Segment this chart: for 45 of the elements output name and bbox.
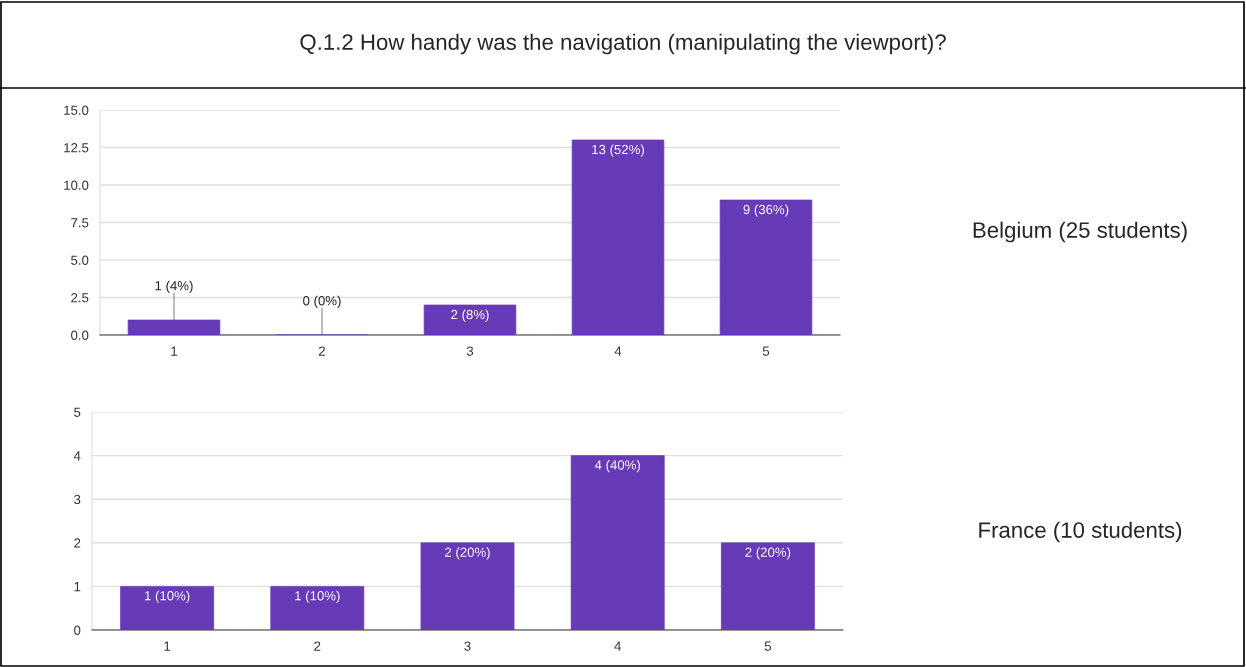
bar — [423, 304, 517, 335]
chart-title: Q.1.2 How handy was the navigation (manipulating the viewport)? — [300, 33, 946, 55]
bar — [127, 319, 221, 335]
x-tick-label: 3 — [466, 346, 474, 356]
y-tick-label: 7.5 — [71, 218, 89, 228]
text: 13 (52%) — [592, 144, 644, 157]
y-tick-label: 2 — [74, 538, 81, 548]
x-tick-label: 1 — [171, 346, 178, 356]
text: 4 (40%) — [594, 459, 640, 473]
bar — [570, 455, 665, 630]
bar — [270, 586, 365, 630]
x-tick-label: 1 — [164, 641, 171, 651]
y-tick-label: 4 — [73, 451, 81, 461]
bar — [571, 139, 665, 335]
x-tick-label: 5 — [764, 641, 772, 651]
y-tick-label: 0.0 — [71, 330, 89, 340]
text: 0 (0%) — [303, 295, 341, 308]
text: 2 (20%) — [745, 547, 791, 560]
bar — [720, 542, 815, 630]
x-tick-label: 5 — [762, 346, 770, 356]
bar — [420, 542, 515, 630]
y-tick-label: 3 — [74, 494, 81, 505]
text: Belgium (25 students) — [973, 221, 1187, 243]
text: 1 (10%) — [295, 590, 340, 604]
x-tick-label: 2 — [319, 346, 326, 356]
bar — [120, 586, 215, 630]
y-tick-label: 0 — [74, 625, 81, 635]
x-tick-label: 4 — [614, 641, 621, 651]
y-tick-label: 15.0 — [64, 105, 89, 115]
x-tick-label: 3 — [464, 641, 471, 651]
text: France (10 students) — [979, 521, 1182, 543]
x-tick-label: 2 — [314, 641, 321, 651]
y-tick-label: 2.5 — [71, 293, 89, 303]
text: 2 (20%) — [445, 547, 490, 560]
bar — [719, 199, 813, 335]
text: 1 (10%) — [145, 590, 190, 604]
y-tick-label: 1 — [74, 582, 81, 592]
text: 1 (4%) — [155, 280, 193, 293]
y-tick-label: 5 — [74, 407, 81, 417]
text: 2 (8%) — [451, 309, 489, 322]
y-tick-label: 10.0 — [64, 180, 89, 190]
y-tick-label: 5.0 — [71, 255, 89, 265]
x-tick-label: 4 — [614, 346, 622, 356]
y-tick-label: 12.5 — [64, 143, 89, 153]
text: 9 (36%) — [743, 204, 789, 217]
